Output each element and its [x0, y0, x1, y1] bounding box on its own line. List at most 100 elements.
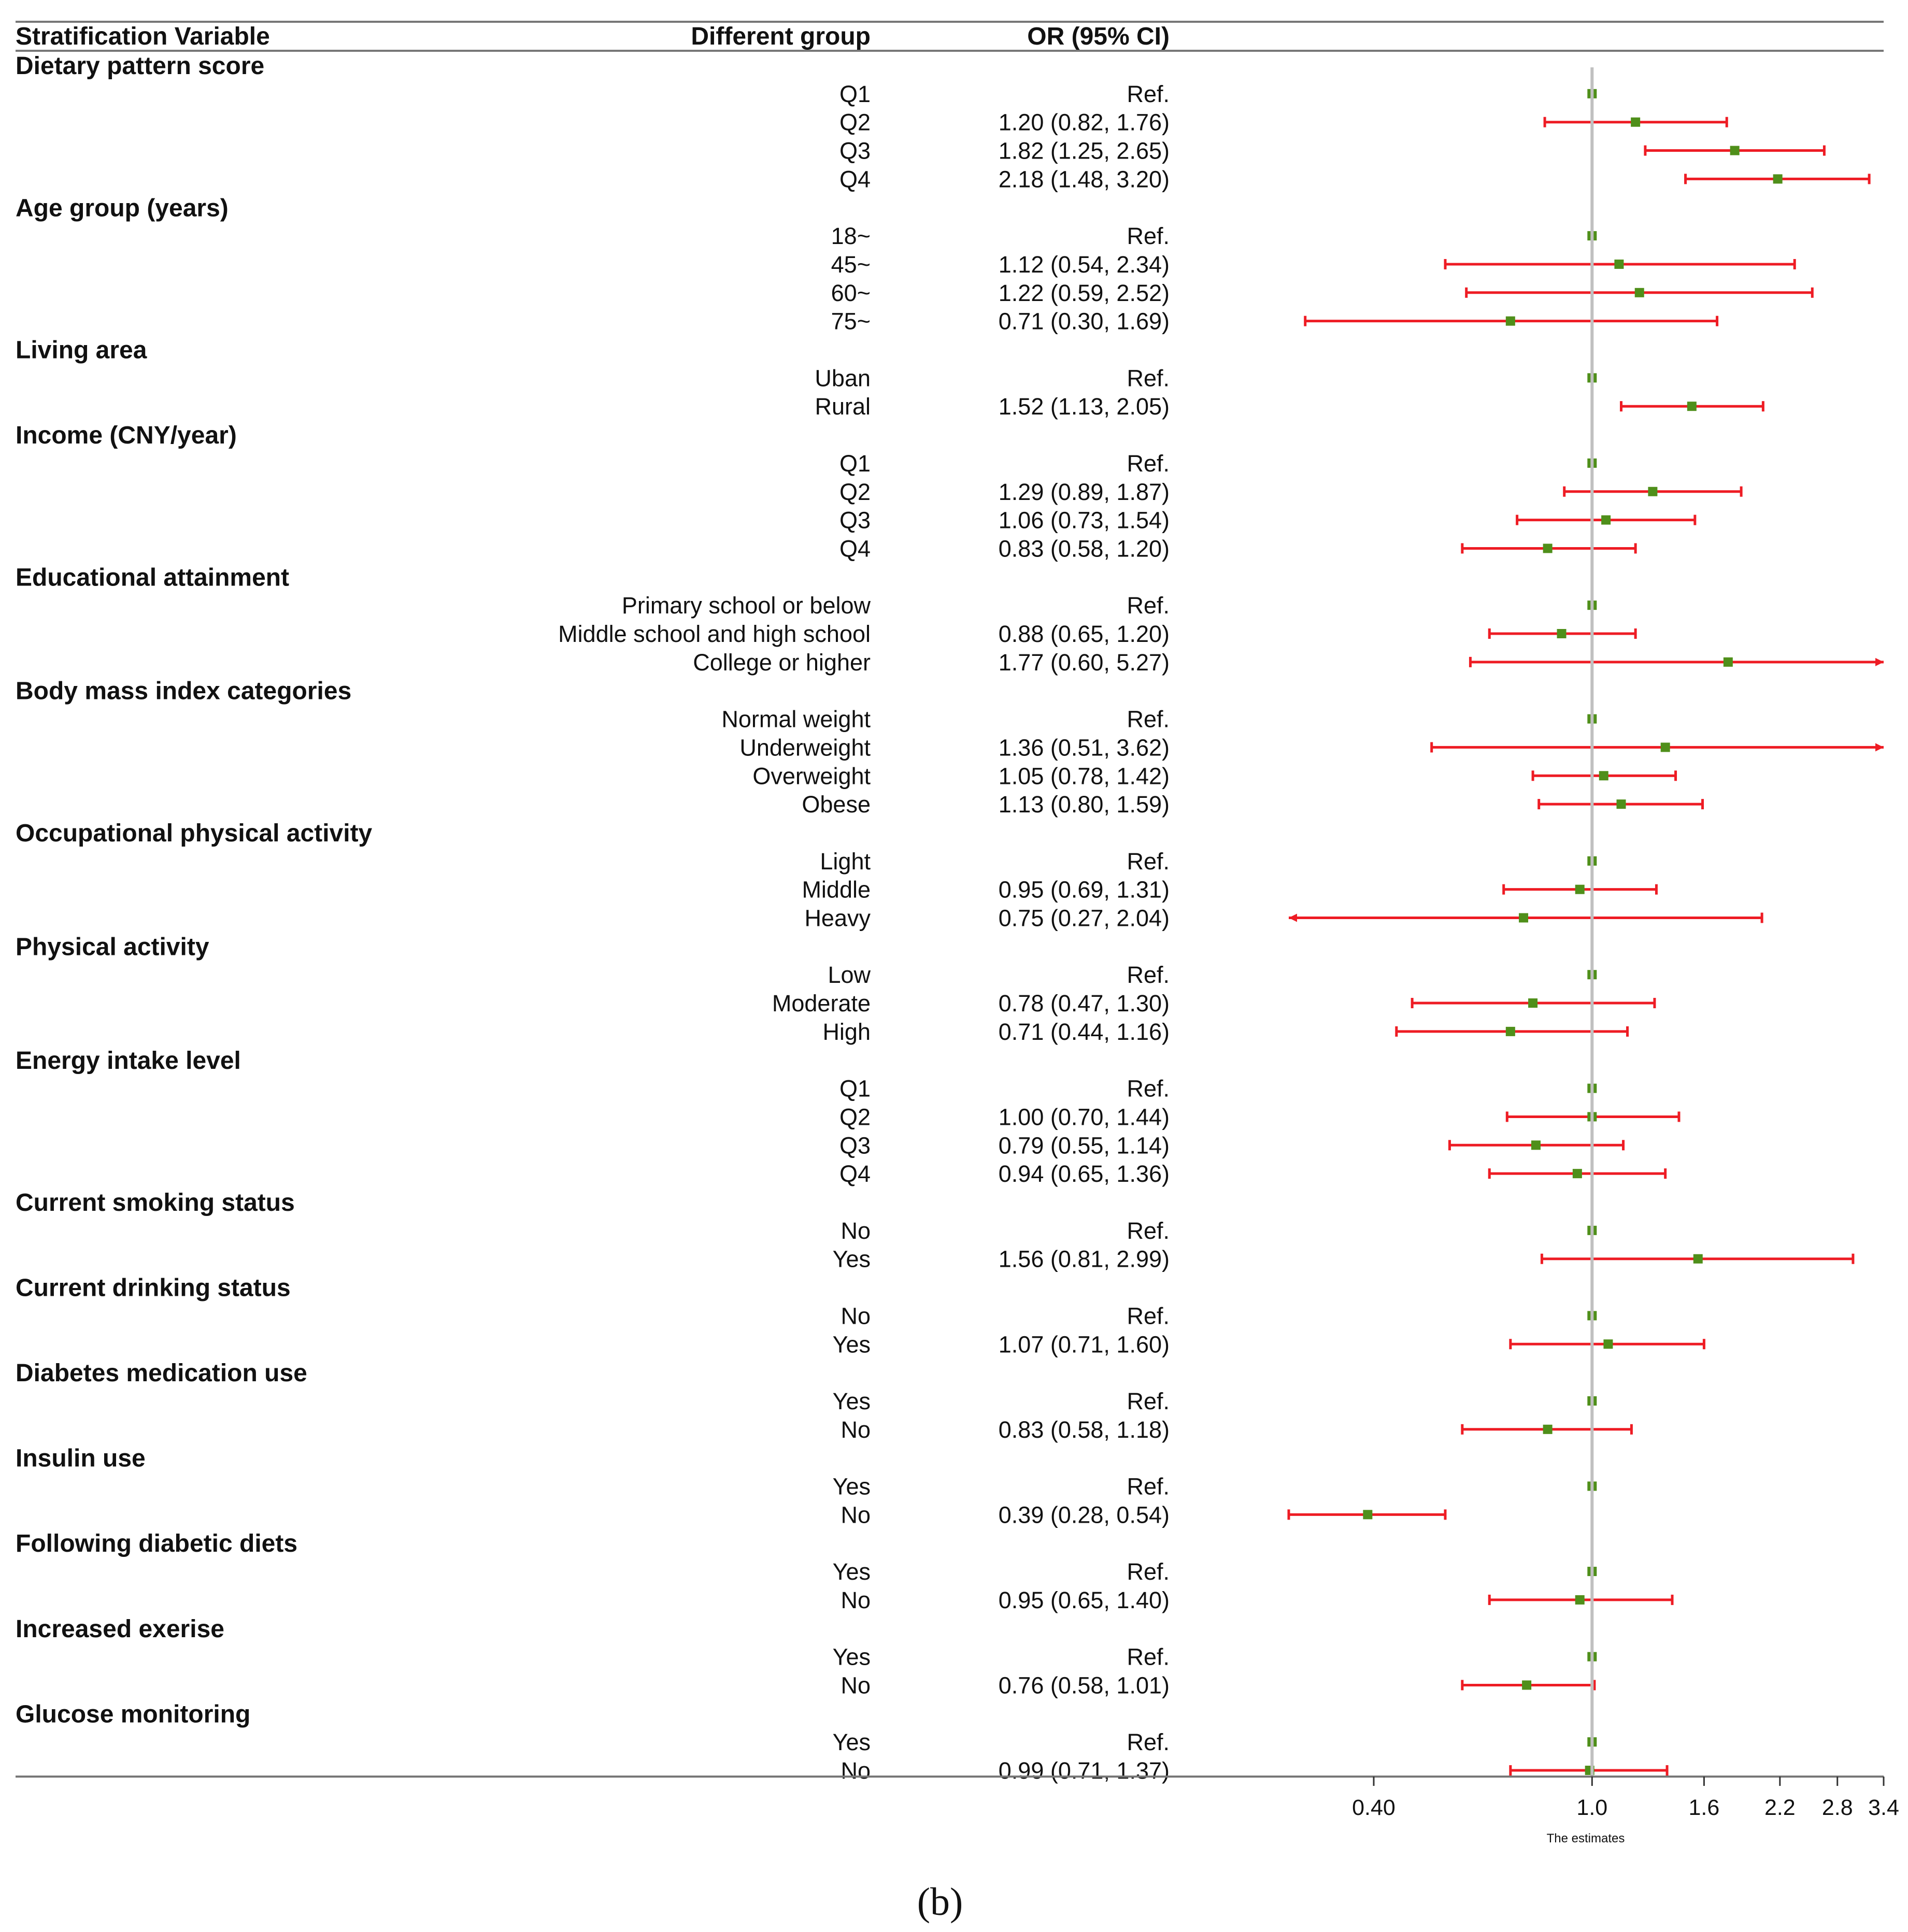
point-estimate [1557, 629, 1567, 638]
point-estimate [1614, 259, 1624, 269]
category-label: Increased exerise [16, 1615, 224, 1643]
point-estimate [1575, 884, 1585, 894]
point-estimate [1730, 146, 1740, 155]
x-tick-label: 1.0 [1576, 1795, 1607, 1820]
or-value: Ref. [1127, 1388, 1170, 1414]
or-value: 1.82 (1.25, 2.65) [999, 138, 1170, 164]
point-estimate [1528, 998, 1538, 1008]
category-label: Glucose monitoring [16, 1700, 250, 1728]
or-value: Ref. [1127, 223, 1170, 249]
group-label: Low [828, 962, 871, 988]
or-value: Ref. [1127, 592, 1170, 619]
or-value: Ref. [1127, 1558, 1170, 1585]
or-value: 0.75 (0.27, 2.04) [999, 905, 1170, 932]
group-label: No [841, 1218, 871, 1244]
category-label: Living area [16, 337, 147, 364]
point-estimate [1634, 288, 1644, 297]
x-axis-label: The estimates [1547, 1831, 1625, 1845]
x-axis: 0.40 1.0 1.6 2.2 2.8 3.4 [1352, 1777, 1899, 1820]
group-label: College or higher [693, 649, 871, 676]
point-estimate [1543, 1424, 1553, 1434]
category-label: Body mass index categories [16, 678, 351, 705]
group-label: High [822, 1019, 871, 1045]
x-tick-label: 1.6 [1689, 1795, 1720, 1820]
group-label: Light [820, 848, 871, 875]
group-label: Yes [833, 1473, 871, 1500]
group-label: Q1 [839, 1076, 871, 1102]
group-label: Uban [815, 365, 871, 391]
or-value: 2.18 (1.48, 3.20) [999, 166, 1170, 192]
or-value: 1.06 (0.73, 1.54) [999, 507, 1170, 534]
group-label: 60~ [831, 280, 871, 306]
category-label: Diabetes medication use [16, 1359, 307, 1387]
or-value: Ref. [1127, 1218, 1170, 1244]
category-label: Current smoking status [16, 1189, 295, 1217]
point-estimate [1543, 543, 1553, 553]
group-label: No [841, 1303, 871, 1329]
category-label: Insulin use [16, 1445, 146, 1472]
category-label: Occupational physical activity [16, 820, 373, 847]
point-estimate [1519, 913, 1529, 923]
point-estimate [1531, 1140, 1541, 1150]
group-label: Yes [833, 1331, 871, 1357]
or-value: 0.99 (0.71, 1.37) [999, 1757, 1170, 1784]
or-value: Ref. [1127, 365, 1170, 391]
or-value: 1.05 (0.78, 1.42) [999, 763, 1170, 789]
or-value: Ref. [1127, 706, 1170, 733]
or-value: Ref. [1127, 1644, 1170, 1670]
group-label: Yes [833, 1729, 871, 1755]
or-value: 0.71 (0.44, 1.16) [999, 1019, 1170, 1045]
group-label: Q4 [839, 166, 871, 192]
point-estimate [1773, 174, 1783, 184]
group-label: 75~ [831, 308, 871, 335]
group-label: Yes [833, 1388, 871, 1414]
point-estimate [1603, 1339, 1613, 1349]
x-tick-label: 3.4 [1868, 1795, 1899, 1820]
point-estimate [1723, 657, 1733, 667]
or-value: 1.56 (0.81, 2.99) [999, 1246, 1170, 1272]
or-value: Ref. [1127, 1076, 1170, 1102]
or-value: 1.13 (0.80, 1.59) [999, 791, 1170, 818]
group-label: Underweight [739, 734, 871, 761]
point-estimate [1693, 1254, 1703, 1264]
group-label: Q4 [839, 1161, 871, 1187]
group-label: Yes [833, 1558, 871, 1585]
or-value: 1.20 (0.82, 1.76) [999, 109, 1170, 136]
or-value: Ref. [1127, 81, 1170, 107]
or-value: 0.83 (0.58, 1.20) [999, 535, 1170, 562]
category-label: Physical activity [16, 933, 209, 961]
or-value: 1.00 (0.70, 1.44) [999, 1104, 1170, 1130]
or-value: 1.77 (0.60, 5.27) [999, 649, 1170, 676]
or-value: 1.36 (0.51, 3.62) [999, 734, 1170, 761]
group-label: Heavy [804, 905, 871, 932]
group-label: Q3 [839, 507, 871, 534]
or-value: 0.71 (0.30, 1.69) [999, 308, 1170, 335]
category-label: Income (CNY/year) [16, 422, 237, 449]
group-label: No [841, 1587, 871, 1613]
group-label: Q2 [839, 1104, 871, 1130]
point-estimate [1616, 799, 1626, 809]
or-value: Ref. [1127, 962, 1170, 988]
category-label: Energy intake level [16, 1047, 241, 1075]
x-tick-label: 2.2 [1764, 1795, 1796, 1820]
panel-label: (b) [917, 1880, 963, 1924]
group-label: No [841, 1416, 871, 1443]
group-label: Q1 [839, 450, 871, 477]
or-value: 0.79 (0.55, 1.14) [999, 1132, 1170, 1158]
point-estimate [1572, 1169, 1582, 1179]
group-label: 18~ [831, 223, 871, 249]
category-label: Current drinking status [16, 1275, 291, 1302]
header-or: OR (95% CI) [1027, 23, 1170, 50]
group-label: No [841, 1757, 871, 1784]
or-value: Ref. [1127, 848, 1170, 875]
group-label: Moderate [772, 990, 871, 1017]
group-label: Q4 [839, 535, 871, 562]
group-label: Middle school and high school [558, 621, 871, 647]
or-value: 1.07 (0.71, 1.60) [999, 1331, 1170, 1357]
category-label: Age group (years) [16, 194, 229, 222]
or-value: 0.39 (0.28, 0.54) [999, 1501, 1170, 1528]
group-label: Primary school or below [622, 592, 871, 619]
or-value: Ref. [1127, 1473, 1170, 1500]
category-label: Following diabetic diets [16, 1530, 297, 1557]
or-value: 0.95 (0.69, 1.31) [999, 877, 1170, 903]
